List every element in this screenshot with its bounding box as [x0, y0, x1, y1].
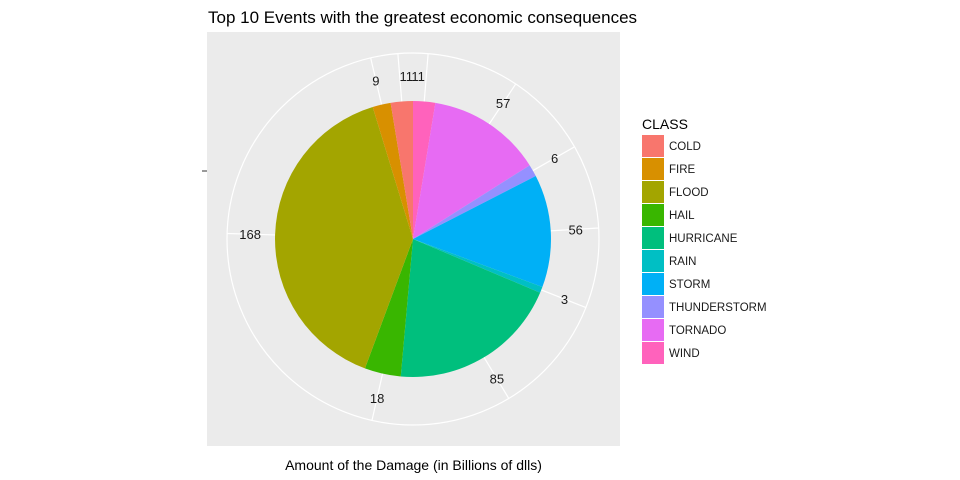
value-labels: 11 57 6 56 3 85 18 168 9 11	[239, 69, 583, 406]
slice-flood	[275, 107, 413, 369]
value-label-thunderstorm: 6	[551, 151, 558, 166]
value-label-fire: 9	[372, 73, 379, 88]
slice-fire	[372, 102, 413, 239]
legend-label-storm: STORM	[669, 279, 710, 291]
legend-key-storm	[642, 273, 664, 295]
legend-key-tornado	[642, 319, 664, 341]
legend-label-rain: RAIN	[669, 256, 696, 268]
slice-hurricane	[400, 239, 541, 377]
slice-hail	[364, 239, 413, 377]
value-label-cold: 11	[399, 69, 413, 84]
slice-cold	[390, 101, 413, 239]
slice-thunderstorm	[413, 165, 536, 239]
legend-label-cold: COLD	[669, 141, 701, 153]
legend-title: CLASS	[642, 116, 688, 132]
legend-key-rain	[642, 250, 664, 272]
slice-tornado	[413, 102, 530, 239]
pie-slices	[275, 100, 551, 377]
legend-label-hurricane: HURRICANE	[669, 233, 738, 245]
legend-label-wind: WIND	[669, 348, 700, 360]
slice-wind	[413, 100, 436, 239]
legend-key-cold	[642, 135, 664, 157]
value-label-tornado: 57	[496, 96, 510, 111]
legend-key-fire	[642, 158, 664, 180]
legend-key-flood	[642, 181, 664, 203]
value-label-hurricane: 85	[490, 372, 504, 387]
slice-rain	[413, 239, 543, 293]
value-label-rain: 3	[561, 292, 568, 307]
legend-key-wind	[642, 342, 664, 364]
legend-label-tornado: TORNADO	[669, 325, 726, 337]
chart-title: Top 10 Events with the greatest economic…	[208, 8, 637, 27]
value-label-wind: 11	[411, 69, 425, 84]
legend-label-flood: FLOOD	[669, 187, 709, 199]
legend-label-thunderstorm: THUNDERSTORM	[669, 302, 767, 314]
legend-key-hurricane	[642, 227, 664, 249]
legend-label-hail: HAIL	[669, 210, 695, 222]
x-axis-label: Amount of the Damage (in Billions of dll…	[285, 457, 542, 473]
legend-key-hail	[642, 204, 664, 226]
legend: COLD FIRE FLOOD HAIL HURRICANE RAIN STORM THUND…	[642, 135, 767, 364]
value-label-storm: 56	[568, 222, 582, 237]
value-label-hail: 18	[370, 391, 384, 406]
legend-key-thunderstorm	[642, 296, 664, 318]
grid-circle	[226, 52, 600, 426]
slice-storm	[413, 175, 551, 288]
legend-label-fire: FIRE	[669, 164, 696, 176]
value-label-flood: 168	[239, 227, 261, 242]
